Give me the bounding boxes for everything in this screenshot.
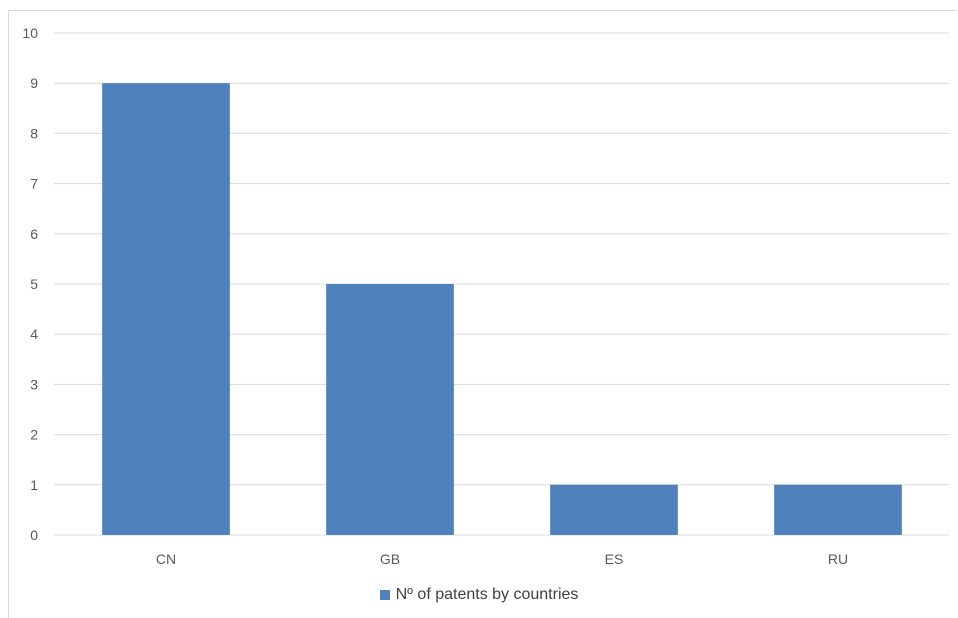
y-tick-label: 9 xyxy=(30,75,38,91)
x-axis-ticks: CN GB ES RU xyxy=(156,551,848,567)
y-tick-label: 10 xyxy=(22,25,38,41)
legend: Nº of patents by countries xyxy=(0,586,958,604)
legend-label: Nº of patents by countries xyxy=(395,586,579,603)
bar-cn xyxy=(102,83,230,535)
y-tick-label: 0 xyxy=(30,527,38,543)
y-tick-label: 5 xyxy=(30,276,38,292)
y-tick-label: 2 xyxy=(30,427,38,443)
x-tick-label: GB xyxy=(380,551,400,567)
y-axis-ticks: 0 1 2 3 4 5 6 7 8 9 10 xyxy=(22,25,38,543)
y-tick-label: 4 xyxy=(30,326,38,342)
y-tick-label: 8 xyxy=(30,125,38,141)
bars xyxy=(102,83,902,535)
y-tick-label: 7 xyxy=(30,176,38,192)
y-tick-label: 6 xyxy=(30,226,38,242)
y-tick-label: 3 xyxy=(30,376,38,392)
x-tick-label: ES xyxy=(605,551,624,567)
x-tick-label: RU xyxy=(828,551,848,567)
legend-swatch xyxy=(379,590,390,600)
bar-es xyxy=(550,484,678,535)
y-tick-label: 1 xyxy=(30,477,38,493)
chart-frame xyxy=(8,10,957,618)
bar-gb xyxy=(326,284,454,535)
bar-ru xyxy=(774,484,902,535)
x-tick-label: CN xyxy=(156,551,176,567)
